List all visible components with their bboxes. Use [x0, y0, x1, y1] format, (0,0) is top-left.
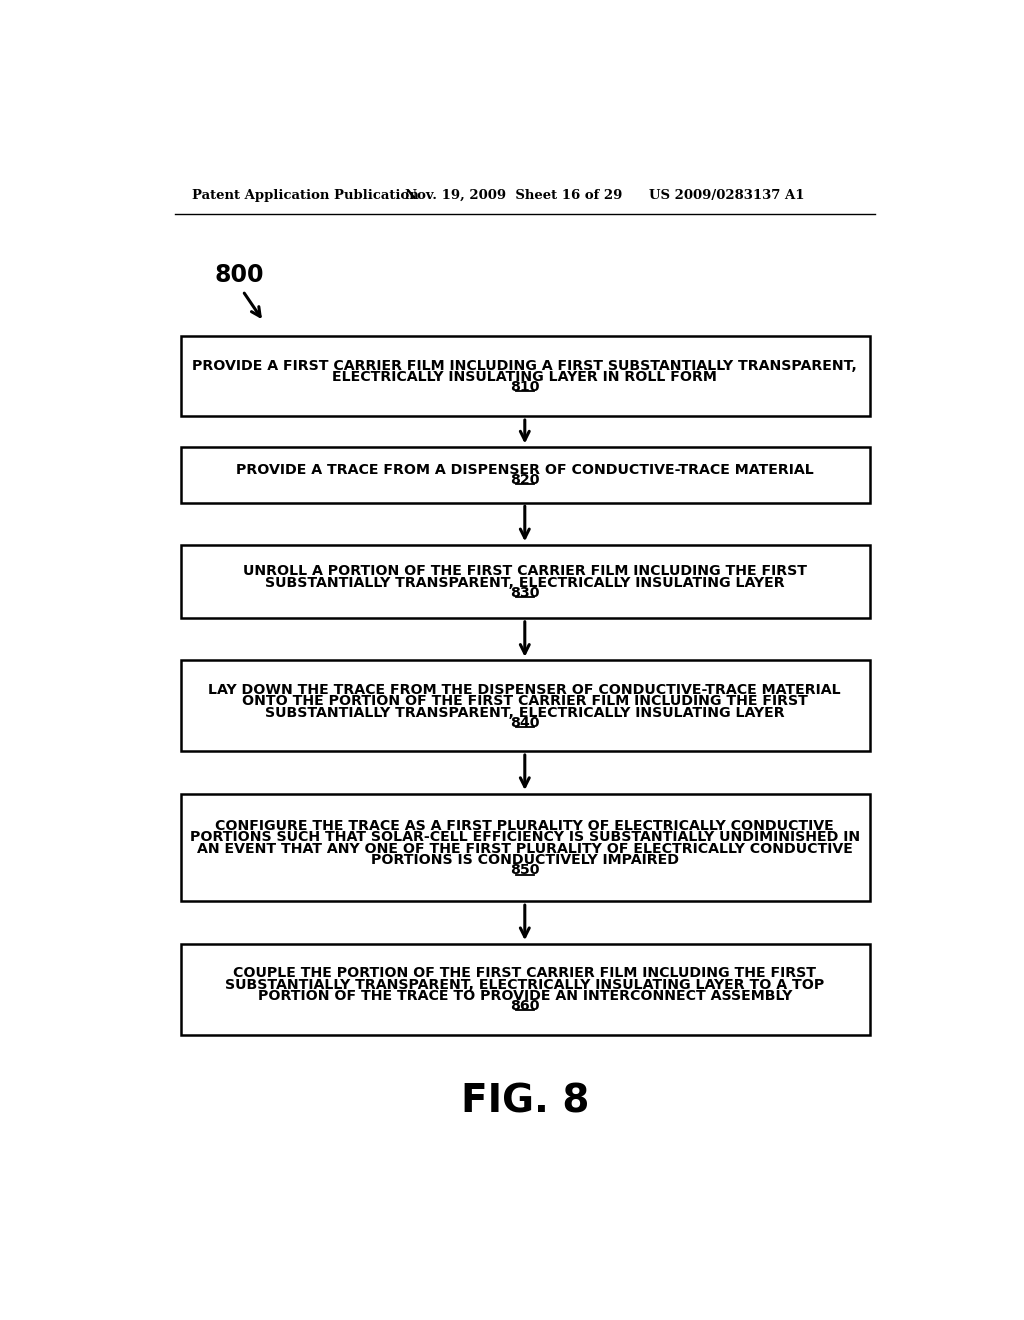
- Text: UNROLL A PORTION OF THE FIRST CARRIER FILM INCLUDING THE FIRST: UNROLL A PORTION OF THE FIRST CARRIER FI…: [243, 564, 807, 578]
- Text: SUBSTANTIALLY TRANSPARENT, ELECTRICALLY INSULATING LAYER: SUBSTANTIALLY TRANSPARENT, ELECTRICALLY …: [265, 576, 784, 590]
- Bar: [180, 793, 870, 902]
- Bar: [180, 335, 870, 416]
- Text: PROVIDE A TRACE FROM A DISPENSER OF CONDUCTIVE-TRACE MATERIAL: PROVIDE A TRACE FROM A DISPENSER OF COND…: [236, 463, 814, 478]
- Text: 850: 850: [510, 863, 540, 878]
- Text: Patent Application Publication: Patent Application Publication: [191, 189, 418, 202]
- Text: SUBSTANTIALLY TRANSPARENT, ELECTRICALLY INSULATING LAYER TO A TOP: SUBSTANTIALLY TRANSPARENT, ELECTRICALLY …: [225, 978, 824, 991]
- Text: SUBSTANTIALLY TRANSPARENT, ELECTRICALLY INSULATING LAYER: SUBSTANTIALLY TRANSPARENT, ELECTRICALLY …: [265, 706, 784, 719]
- Bar: [180, 660, 870, 751]
- Bar: [180, 944, 870, 1035]
- Bar: [180, 447, 870, 503]
- Text: 800: 800: [215, 264, 264, 288]
- Text: CONFIGURE THE TRACE AS A FIRST PLURALITY OF ELECTRICALLY CONDUCTIVE: CONFIGURE THE TRACE AS A FIRST PLURALITY…: [215, 818, 835, 833]
- Text: COUPLE THE PORTION OF THE FIRST CARRIER FILM INCLUDING THE FIRST: COUPLE THE PORTION OF THE FIRST CARRIER …: [233, 966, 816, 979]
- Text: LAY DOWN THE TRACE FROM THE DISPENSER OF CONDUCTIVE-TRACE MATERIAL: LAY DOWN THE TRACE FROM THE DISPENSER OF…: [209, 682, 841, 697]
- Bar: [180, 545, 870, 618]
- Text: 860: 860: [510, 999, 540, 1014]
- Text: FIG. 8: FIG. 8: [461, 1082, 589, 1121]
- Text: 830: 830: [510, 586, 540, 599]
- Text: ONTO THE PORTION OF THE FIRST CARRIER FILM INCLUDING THE FIRST: ONTO THE PORTION OF THE FIRST CARRIER FI…: [242, 694, 808, 709]
- Text: ELECTRICALLY INSULATING LAYER IN ROLL FORM: ELECTRICALLY INSULATING LAYER IN ROLL FO…: [333, 370, 717, 384]
- Text: 840: 840: [510, 715, 540, 730]
- Text: PORTIONS IS CONDUCTIVELY IMPAIRED: PORTIONS IS CONDUCTIVELY IMPAIRED: [371, 853, 679, 867]
- Text: Nov. 19, 2009  Sheet 16 of 29: Nov. 19, 2009 Sheet 16 of 29: [406, 189, 623, 202]
- Text: 820: 820: [510, 474, 540, 487]
- Text: PROVIDE A FIRST CARRIER FILM INCLUDING A FIRST SUBSTANTIALLY TRANSPARENT,: PROVIDE A FIRST CARRIER FILM INCLUDING A…: [193, 359, 857, 372]
- Text: PORTIONS SUCH THAT SOLAR-CELL EFFICIENCY IS SUBSTANTIALLY UNDIMINISHED IN: PORTIONS SUCH THAT SOLAR-CELL EFFICIENCY…: [189, 830, 860, 845]
- Text: AN EVENT THAT ANY ONE OF THE FIRST PLURALITY OF ELECTRICALLY CONDUCTIVE: AN EVENT THAT ANY ONE OF THE FIRST PLURA…: [197, 842, 853, 855]
- Text: PORTION OF THE TRACE TO PROVIDE AN INTERCONNECT ASSEMBLY: PORTION OF THE TRACE TO PROVIDE AN INTER…: [258, 989, 792, 1003]
- Text: 810: 810: [510, 380, 540, 395]
- Text: US 2009/0283137 A1: US 2009/0283137 A1: [649, 189, 804, 202]
